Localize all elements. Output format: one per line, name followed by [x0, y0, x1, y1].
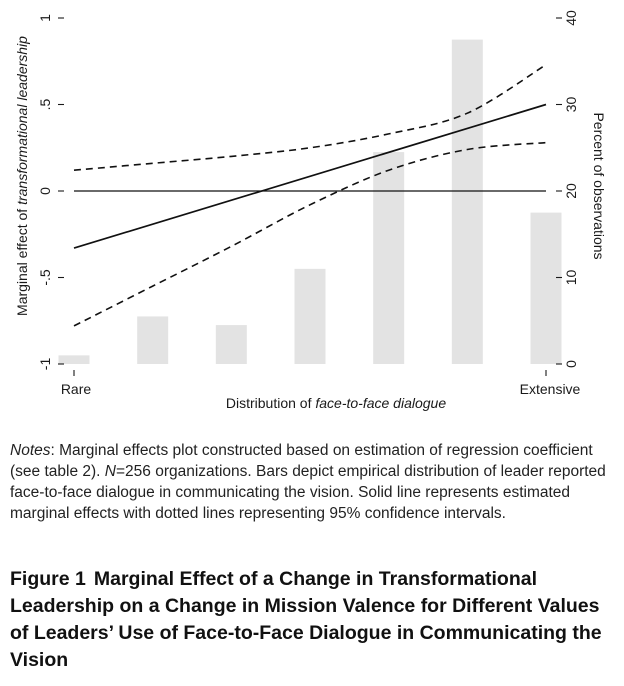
figure-caption: Figure 1 Marginal Effect of a Change in T…: [10, 566, 618, 674]
figure-title: Marginal Effect of a Change in Transform…: [10, 568, 602, 671]
y-left-tick-label-0: -1: [37, 358, 53, 371]
histogram-bar-1: [58, 355, 90, 364]
histogram-bar-3: [215, 325, 247, 364]
lines-layer: [73, 64, 547, 327]
notes-label: Notes: [10, 442, 51, 459]
notes-text-part1: : Marginal effects plot constructed base…: [10, 442, 593, 480]
histogram-bar-4: [294, 268, 326, 364]
figure-number: Figure 1: [10, 568, 86, 590]
y-right-tick-label-0: 0: [563, 360, 579, 368]
axes-layer: [58, 17, 562, 376]
marginal-effect-line: [73, 103, 547, 249]
notes-n-symbol: N: [104, 463, 116, 480]
notes-text-part2: =256 organizations. Bars depict empirica…: [10, 463, 606, 522]
y-left-tick-label-1: -.5: [37, 269, 53, 286]
y-left-tick-label-2: 0: [37, 187, 53, 195]
ci-upper-line: [73, 64, 547, 171]
histogram-bar-7: [530, 212, 562, 364]
ci-lower-line: [73, 141, 547, 327]
y-right-axis-title: Percent of observations: [591, 112, 607, 259]
y-right-tick-label-3: 30: [563, 97, 579, 113]
x-axis-title: Distribution of face-to-face dialogue: [226, 395, 446, 411]
x-tick-label-1: Extensive: [520, 381, 581, 397]
histogram-bar-2: [137, 316, 169, 364]
y-left-tick-label-4: 1: [37, 14, 53, 22]
y-right-tick-label-4: 40: [563, 10, 579, 26]
y-right-tick-label-1: 10: [563, 270, 579, 286]
y-left-axis-title: Marginal effect of transformational lead…: [14, 36, 30, 316]
bars-layer: [58, 39, 562, 364]
y-right-tick-label-2: 20: [563, 183, 579, 199]
histogram-bar-5: [373, 152, 405, 364]
chart-notes: Notes: Marginal effects plot constructed…: [10, 440, 614, 524]
x-tick-label-0: Rare: [61, 381, 92, 397]
y-left-tick-label-3: .5: [37, 98, 53, 110]
histogram-bar-6: [451, 39, 483, 364]
